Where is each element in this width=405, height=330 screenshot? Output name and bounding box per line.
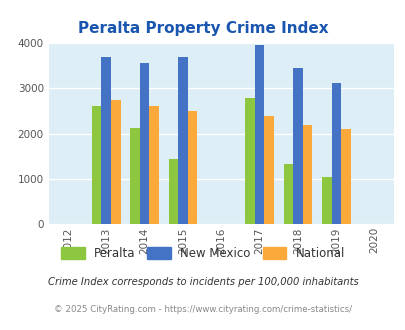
Bar xyxy=(245,98,254,224)
Text: Crime Index corresponds to incidents per 100,000 inhabitants: Crime Index corresponds to incidents per… xyxy=(47,278,358,287)
Text: © 2025 CityRating.com - https://www.cityrating.com/crime-statistics/: © 2025 CityRating.com - https://www.city… xyxy=(54,305,351,314)
Bar xyxy=(292,68,302,224)
Bar xyxy=(254,45,264,224)
Bar xyxy=(331,83,340,224)
Bar xyxy=(321,177,331,224)
Legend: Peralta, New Mexico, National: Peralta, New Mexico, National xyxy=(56,242,349,264)
Bar xyxy=(178,56,187,224)
Text: Peralta Property Crime Index: Peralta Property Crime Index xyxy=(77,21,328,36)
Bar xyxy=(264,116,273,224)
Bar xyxy=(139,63,149,224)
Bar xyxy=(283,164,292,224)
Bar xyxy=(168,159,178,224)
Bar xyxy=(149,106,159,224)
Bar xyxy=(130,128,139,224)
Bar xyxy=(92,106,101,224)
Bar xyxy=(340,129,350,224)
Bar xyxy=(111,100,120,224)
Bar xyxy=(187,111,197,224)
Bar xyxy=(101,56,111,224)
Bar xyxy=(302,125,311,224)
